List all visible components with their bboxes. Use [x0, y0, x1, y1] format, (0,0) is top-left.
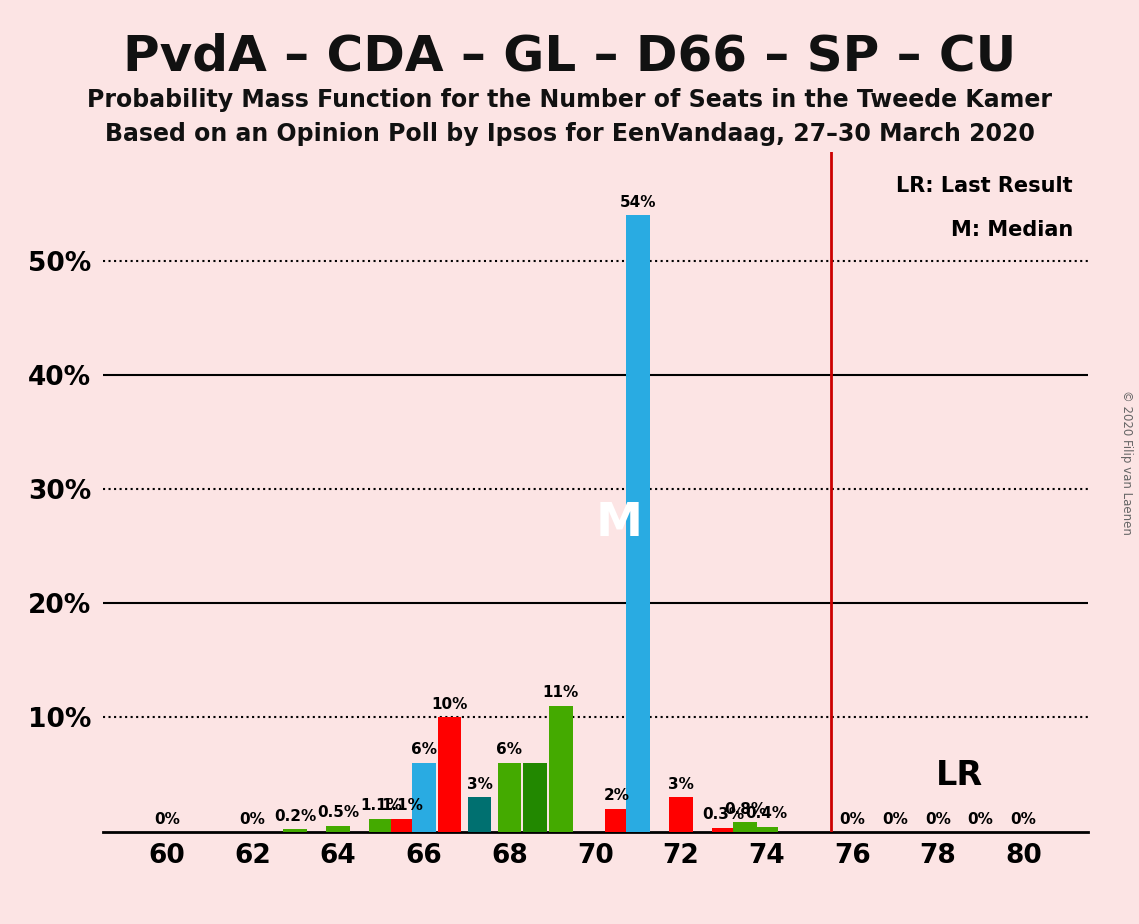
Bar	[498, 763, 522, 832]
Text: © 2020 Filip van Laenen: © 2020 Filip van Laenen	[1121, 390, 1133, 534]
Bar	[669, 797, 693, 832]
Text: 0.2%: 0.2%	[274, 808, 317, 823]
Text: 54%: 54%	[620, 195, 656, 210]
Text: 6%: 6%	[497, 742, 523, 758]
Text: LR: Last Result: LR: Last Result	[896, 176, 1073, 196]
Bar	[412, 763, 435, 832]
Text: 0.4%: 0.4%	[745, 807, 787, 821]
Text: 3%: 3%	[467, 777, 492, 792]
Text: 1.1%: 1.1%	[360, 798, 402, 813]
Bar	[391, 819, 415, 832]
Bar	[524, 763, 547, 832]
Bar	[327, 826, 350, 832]
Text: LR: LR	[935, 759, 983, 792]
Bar	[468, 797, 491, 832]
Text: 2%: 2%	[604, 788, 630, 803]
Text: 1.1%: 1.1%	[382, 798, 424, 813]
Text: 0%: 0%	[154, 812, 180, 827]
Text: 0%: 0%	[968, 812, 993, 827]
Text: 0%: 0%	[882, 812, 908, 827]
Text: 0%: 0%	[839, 812, 866, 827]
Bar	[284, 830, 308, 832]
Bar	[712, 828, 736, 832]
Text: 0.3%: 0.3%	[703, 808, 745, 822]
Text: Based on an Opinion Poll by Ipsos for EenVandaag, 27–30 March 2020: Based on an Opinion Poll by Ipsos for Ee…	[105, 122, 1034, 146]
Bar	[755, 827, 778, 832]
Text: 0.5%: 0.5%	[317, 805, 359, 821]
Bar	[605, 808, 629, 832]
Text: 0%: 0%	[925, 812, 951, 827]
Text: Probability Mass Function for the Number of Seats in the Tweede Kamer: Probability Mass Function for the Number…	[87, 88, 1052, 112]
Text: 0%: 0%	[1010, 812, 1036, 827]
Text: 0%: 0%	[239, 812, 265, 827]
Text: M: Median: M: Median	[951, 221, 1073, 240]
Text: M: M	[596, 501, 642, 546]
Bar	[626, 215, 649, 832]
Bar	[734, 822, 756, 832]
Bar	[369, 819, 393, 832]
Text: 10%: 10%	[432, 697, 468, 711]
Text: 6%: 6%	[411, 742, 436, 758]
Text: PvdA – CDA – GL – D66 – SP – CU: PvdA – CDA – GL – D66 – SP – CU	[123, 32, 1016, 80]
Text: 0.8%: 0.8%	[724, 802, 767, 817]
Bar	[549, 706, 573, 832]
Bar	[437, 717, 461, 832]
Text: 11%: 11%	[542, 686, 579, 700]
Text: 3%: 3%	[667, 777, 694, 792]
